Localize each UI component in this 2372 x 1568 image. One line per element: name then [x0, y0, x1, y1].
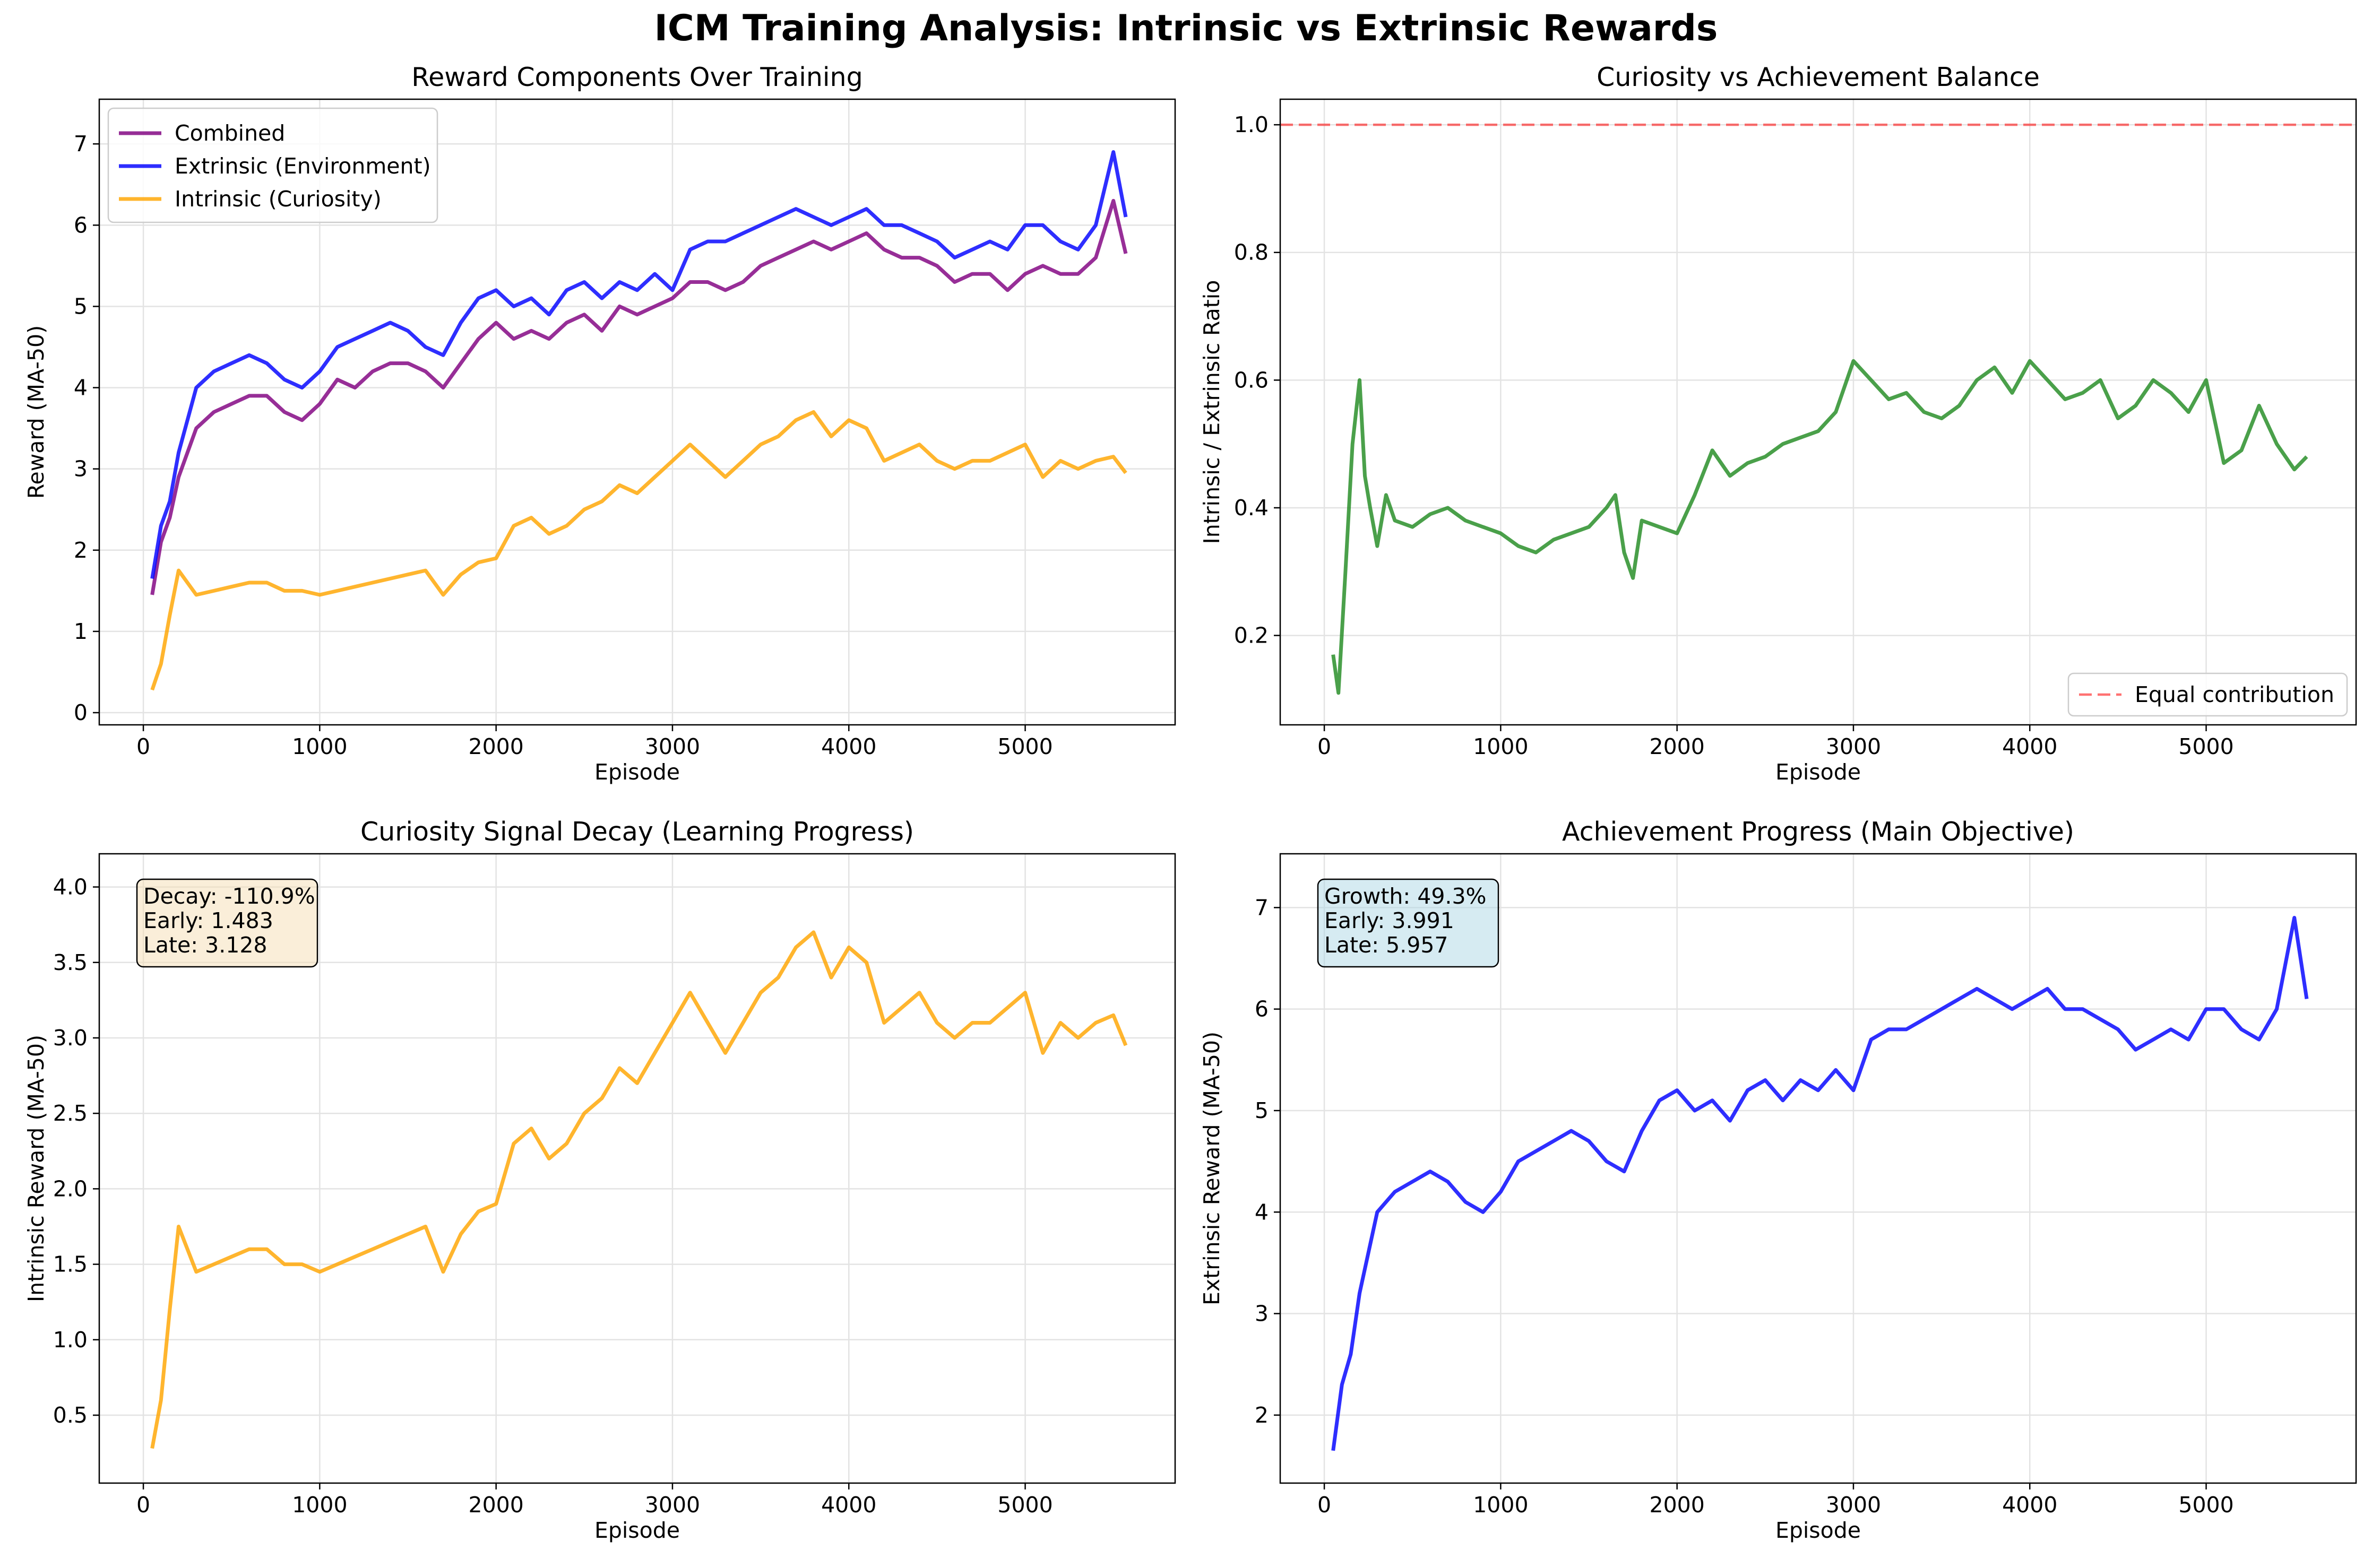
panel-title: Curiosity vs Achievement Balance [1597, 62, 2040, 92]
legend-label-extrinsic-environment: Extrinsic (Environment) [175, 153, 431, 179]
y-tick-label: 7 [74, 131, 88, 157]
legend-box [2067, 672, 2348, 717]
x-tick-label: 2000 [1649, 734, 1704, 759]
x-tick-label: 2000 [468, 1492, 523, 1518]
y-tick-label: 1.0 [53, 1327, 88, 1353]
y-tick-label: 4 [74, 375, 88, 401]
y-axis-label: Reward (MA-50) [23, 325, 49, 499]
y-tick-label: 1 [74, 619, 88, 644]
x-tick-label: 0 [1317, 1492, 1331, 1518]
x-tick-label: 3000 [645, 1492, 700, 1518]
legend-label-equal-contribution: Equal contribution [2135, 682, 2334, 707]
x-tick-label: 5000 [2178, 1492, 2233, 1518]
stats-annotation-box [1317, 878, 1499, 968]
y-tick-label: 1.5 [53, 1252, 88, 1277]
panel-reward-components: 0 1000 2000 3000 4000 5000 0 1 2 3 4 5 6 7 Reward Comp… [23, 62, 1176, 785]
stats-annotation-line: Late: 5.957 [1324, 932, 1448, 958]
y-tick-label: 2 [1255, 1402, 1269, 1428]
stats-annotation-line: Decay: -110.9% [143, 883, 315, 909]
axes-frame [1279, 98, 2357, 726]
x-tick-label: 4000 [821, 1492, 876, 1518]
y-tick-label: 3.0 [53, 1025, 88, 1051]
y-tick-label: 0.5 [53, 1402, 88, 1428]
x-tick-label: 5000 [997, 1492, 1053, 1518]
figure-title: ICM Training Analysis: Intrinsic vs Extr… [654, 7, 1718, 49]
y-tick-label: 4 [1255, 1199, 1269, 1225]
stats-annotation-line: Growth: 49.3% [1324, 883, 1487, 909]
y-tick-label: 3.5 [53, 950, 88, 975]
stats-annotation-line: Early: 1.483 [143, 908, 273, 933]
x-tick-label: 3000 [1826, 1492, 1881, 1518]
x-tick-label: 1000 [292, 1492, 347, 1518]
y-tick-label: 0 [74, 700, 88, 725]
axes-frame [1279, 853, 2357, 1484]
x-axis-label: Episode [1775, 1518, 1861, 1543]
x-tick-label: 1000 [292, 734, 347, 759]
y-tick-label: 5 [74, 293, 88, 319]
y-tick-label: 0.2 [1234, 623, 1269, 648]
series-line-extrinsic-environment [1331, 916, 2309, 1451]
legend-label-combined: Combined [175, 120, 285, 146]
y-tick-label: 6 [74, 212, 88, 238]
axes-frame [98, 853, 1176, 1484]
x-tick-label: 4000 [2002, 734, 2057, 759]
x-tick-label: 3000 [1826, 734, 1881, 759]
y-tick-label: 0.4 [1234, 495, 1269, 521]
x-tick-label: 0 [136, 1492, 150, 1518]
y-tick-label: 0.8 [1234, 240, 1269, 265]
panel-title: Reward Components Over Training [411, 62, 862, 92]
y-tick-label: 2.0 [53, 1176, 88, 1201]
x-tick-label: 2000 [468, 734, 523, 759]
y-tick-label: 2.5 [53, 1101, 88, 1126]
y-tick-label: 3 [1255, 1301, 1269, 1327]
y-tick-label: 0.6 [1234, 367, 1269, 393]
legend-box [107, 107, 438, 223]
series-line-intrinsic-curiosity [150, 930, 1128, 1449]
x-axis-label: Episode [594, 1518, 680, 1543]
panel-title: Achievement Progress (Main Objective) [1562, 817, 2074, 847]
y-axis-label: Extrinsic Reward (MA-50) [1199, 1032, 1224, 1305]
panel-curiosity-decay: 0 1000 2000 3000 4000 5000 0.5 1.0 1.5 2.0 2.5 3.0 3… [23, 817, 1176, 1543]
stats-annotation-box [136, 878, 318, 968]
y-tick-label: 7 [1255, 895, 1269, 920]
x-axis-label: Episode [1775, 759, 1861, 785]
y-axis-label: Intrinsic / Extrinsic Ratio [1199, 280, 1224, 544]
series-line-extrinsic-environment [150, 150, 1128, 579]
x-tick-label: 2000 [1649, 1492, 1704, 1518]
x-tick-label: 4000 [2002, 1492, 2057, 1518]
y-tick-label: 1.0 [1234, 112, 1269, 137]
stats-annotation-line: Early: 3.991 [1324, 908, 1454, 933]
x-tick-label: 1000 [1473, 1492, 1528, 1518]
x-tick-label: 3000 [645, 734, 700, 759]
x-tick-label: 1000 [1473, 734, 1528, 759]
y-tick-label: 3 [74, 456, 88, 482]
y-tick-label: 5 [1255, 1098, 1269, 1123]
x-tick-label: 0 [1317, 734, 1331, 759]
series-line-ratio [1331, 359, 2308, 695]
legend-label-intrinsic-curiosity: Intrinsic (Curiosity) [175, 186, 382, 212]
series-line-combined [150, 198, 1128, 595]
y-tick-label: 6 [1255, 997, 1269, 1022]
panel-achievement-progress: 0 1000 2000 3000 4000 5000 2 3 4 5 6 7 Achievement P… [1199, 817, 2357, 1543]
x-tick-label: 0 [136, 734, 150, 759]
panel-curiosity-balance: 0 1000 2000 3000 4000 5000 0.2 0.4 0.6 0.8 1.0 Curi… [1199, 62, 2357, 785]
y-tick-label: 2 [74, 538, 88, 563]
panel-title: Curiosity Signal Decay (Learning Progres… [360, 817, 914, 847]
x-tick-label: 5000 [2178, 734, 2233, 759]
x-tick-label: 4000 [821, 734, 876, 759]
y-tick-label: 4.0 [53, 874, 88, 900]
stats-annotation-line: Late: 3.128 [143, 932, 268, 958]
axes-frame [98, 98, 1176, 726]
x-axis-label: Episode [594, 759, 680, 785]
x-tick-label: 5000 [997, 734, 1053, 759]
series-line-intrinsic-curiosity [150, 410, 1127, 691]
y-axis-label: Intrinsic Reward (MA-50) [23, 1035, 49, 1302]
